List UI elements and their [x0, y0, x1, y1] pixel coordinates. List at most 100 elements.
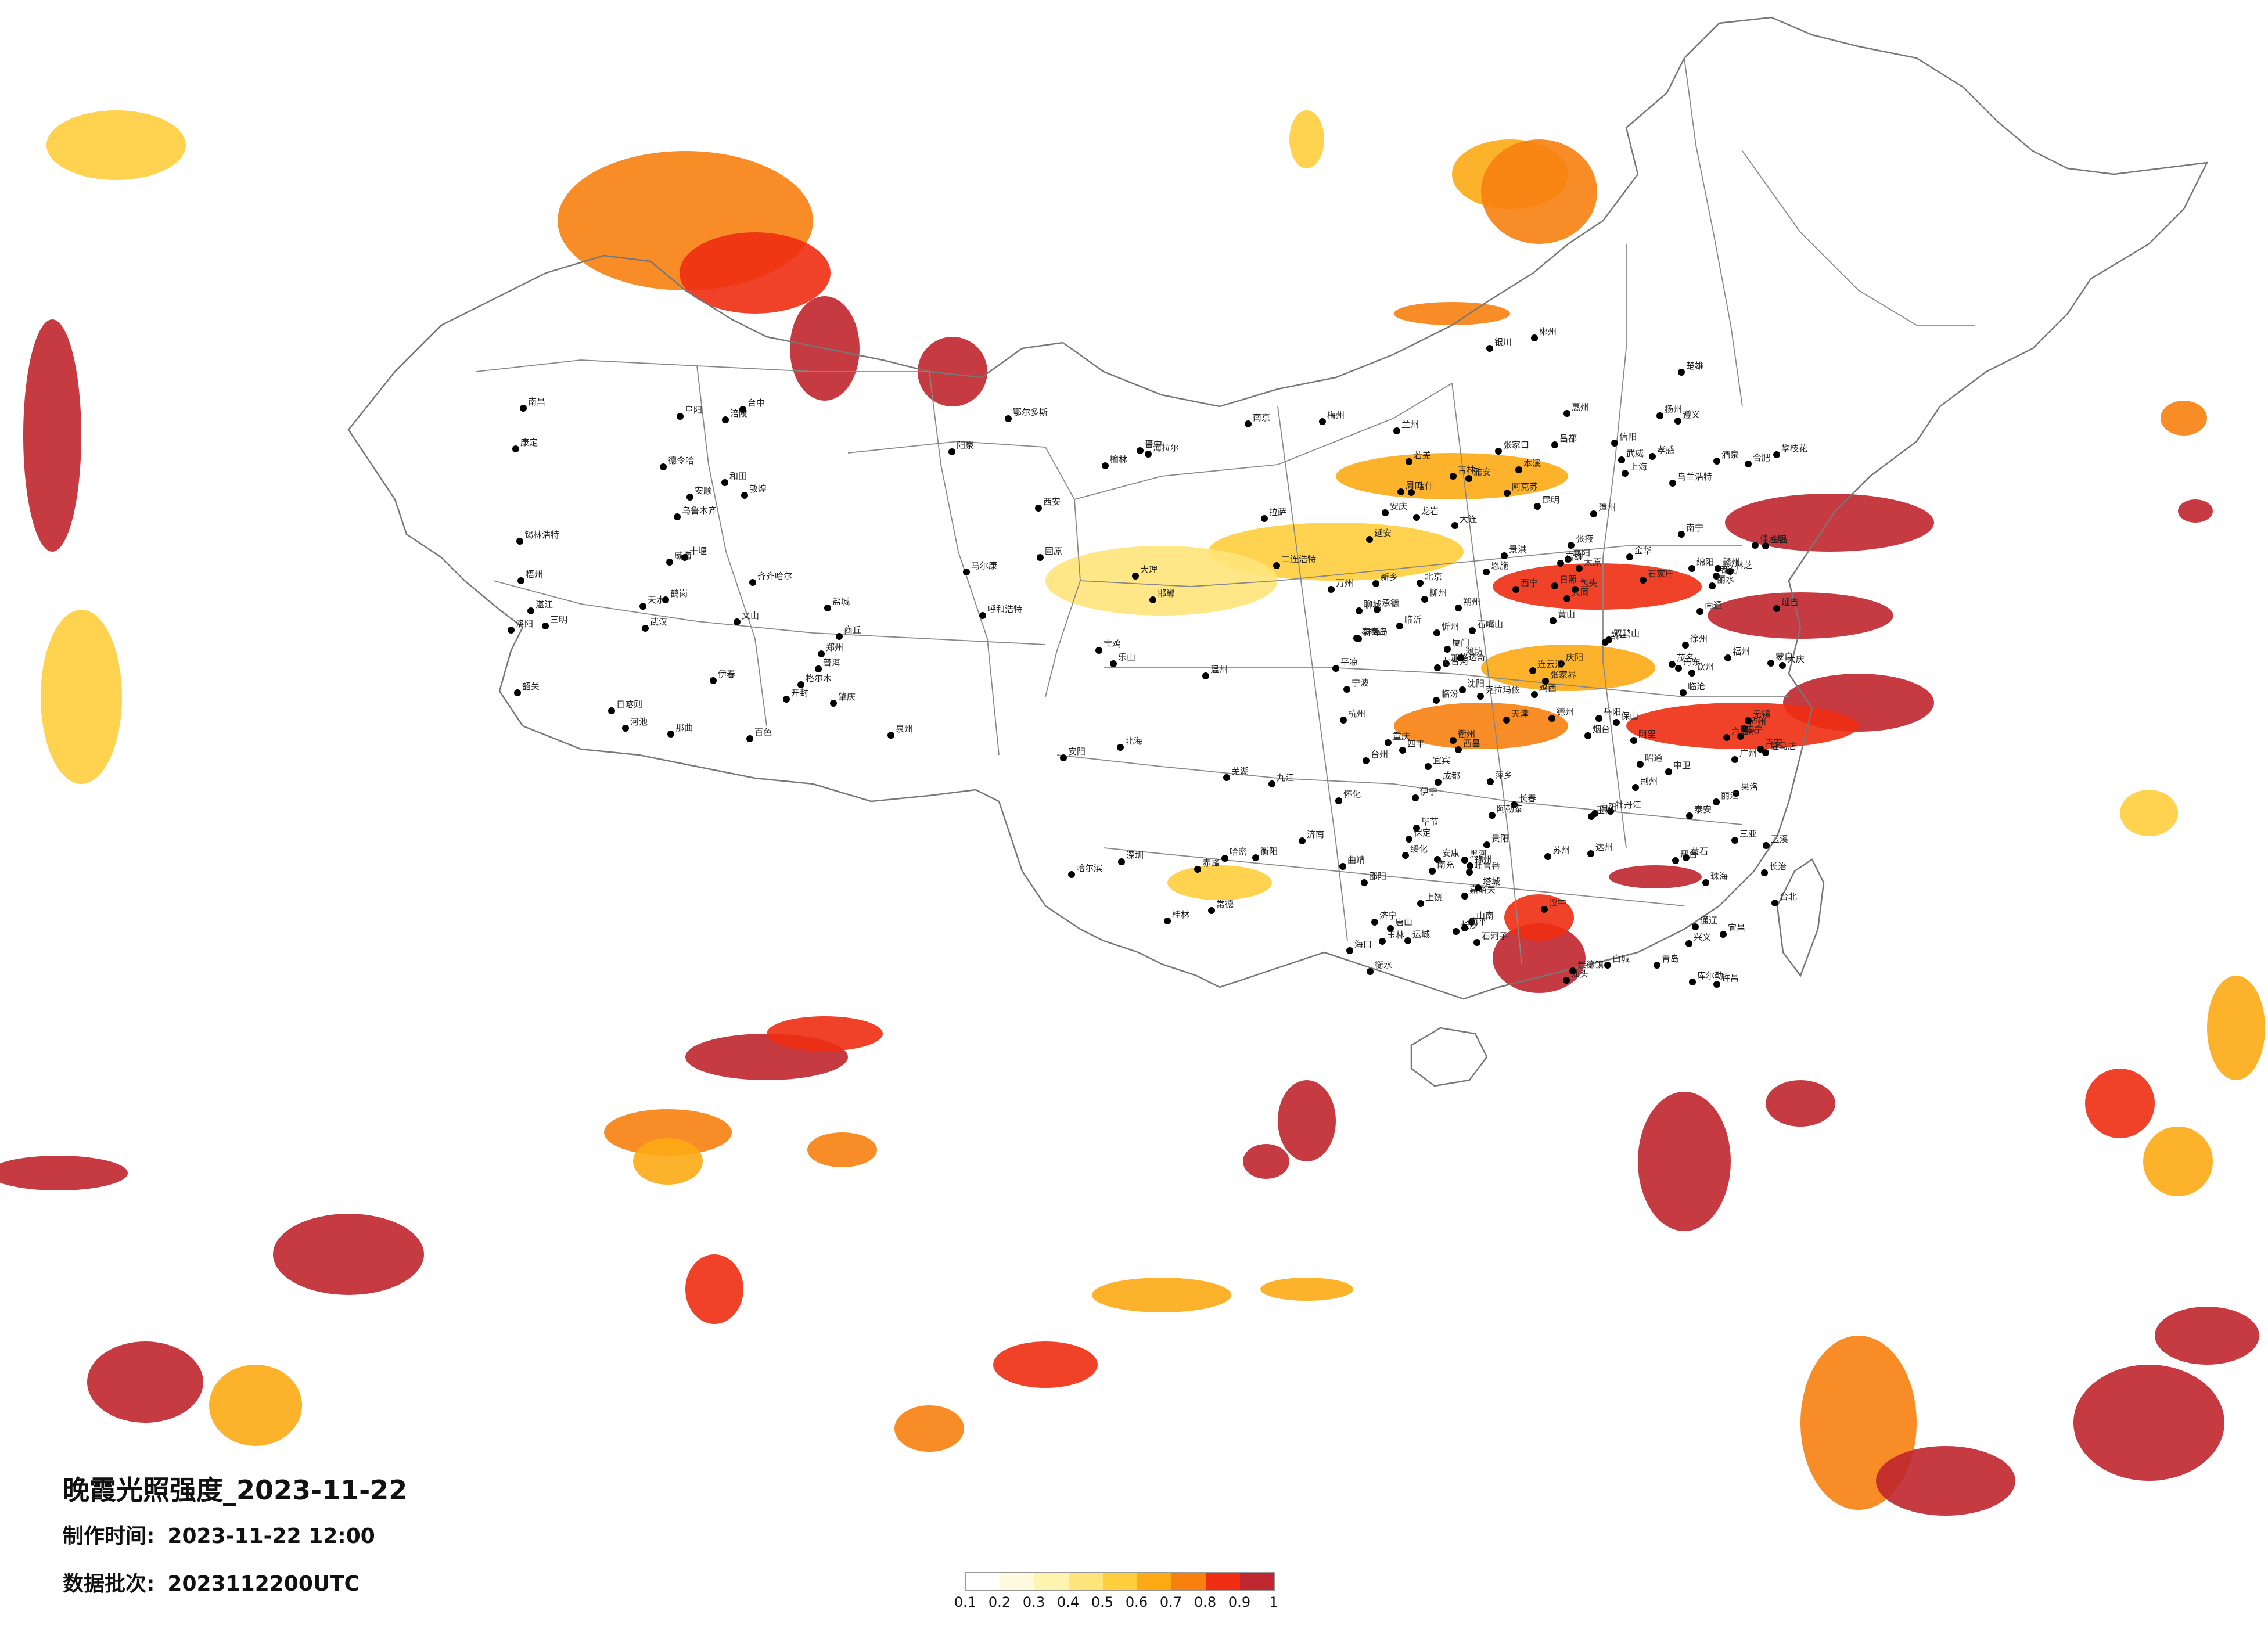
city-label: 漳州: [1598, 502, 1616, 513]
city-label: 宝鸡: [1104, 639, 1121, 649]
city-dot: [1132, 573, 1139, 580]
city-label: 凯里: [1610, 631, 1627, 641]
city-dot: [674, 513, 681, 520]
city-marker: 青岛: [1654, 954, 1679, 969]
data-batch-value: 2023112200UTC: [167, 1572, 360, 1596]
city-marker: 绵阳: [1688, 557, 1714, 572]
city-dot: [1421, 596, 1428, 603]
city-marker: 黄山: [1550, 609, 1575, 624]
city-dot: [681, 554, 688, 561]
city-label: 毕节: [1421, 816, 1439, 827]
city-markers: 加格达奇黑河海拉尔伊春鹤岗齐齐哈尔大庆绥化佳木斯双鸭山七台河鸡西哈尔滨乌兰浩特白…: [508, 326, 1807, 988]
city-label: 都匀: [1721, 564, 1738, 575]
city-marker: 临沂: [1396, 614, 1422, 629]
city-dot: [1396, 623, 1403, 629]
city-dot: [1640, 577, 1647, 584]
city-dot: [1339, 863, 1346, 870]
city-marker: 二连浩特: [1273, 554, 1316, 569]
city-dot: [1685, 940, 1692, 947]
city-dot: [1434, 856, 1441, 863]
city-marker: 哈尔滨: [1068, 863, 1102, 878]
city-dot: [1688, 565, 1695, 572]
city-marker: 中卫: [1665, 760, 1691, 775]
city-label: 赣州: [1723, 557, 1740, 567]
city-label: 三亚: [1739, 829, 1757, 839]
city-label: 玉溪: [1771, 834, 1788, 844]
city-marker: 漳州: [1590, 502, 1616, 517]
city-marker: 洛阳: [508, 618, 533, 634]
city-marker: 泰安: [1686, 804, 1712, 819]
city-dot: [1461, 893, 1468, 900]
city-label: 桂林: [1172, 909, 1189, 920]
city-dot: [514, 689, 521, 696]
city-label: 锡林浩特: [524, 530, 559, 540]
city-dot: [608, 707, 615, 714]
city-marker: 上饶: [1417, 892, 1443, 907]
city-marker: 长春: [1511, 793, 1536, 808]
city-label: 温州: [1210, 664, 1228, 675]
city-dot: [1382, 509, 1389, 516]
legend-tick-label: 0.5: [1091, 1594, 1114, 1610]
city-label: 绵阳: [1696, 557, 1714, 567]
city-label: 茂名: [1677, 653, 1694, 663]
city-label: 丽江: [1721, 790, 1738, 801]
city-dot: [677, 413, 684, 420]
city-dot: [1102, 462, 1109, 469]
city-dot: [1417, 900, 1424, 907]
city-label: 湛江: [535, 599, 553, 610]
city-label: 格尔木: [806, 673, 832, 684]
city-dot: [1678, 531, 1685, 538]
city-dot: [517, 577, 524, 584]
city-dot: [1565, 556, 1572, 563]
city-marker: 伊春: [710, 669, 735, 684]
city-dot: [639, 603, 646, 610]
city-dot: [516, 538, 523, 545]
city-marker: 阳泉: [948, 440, 974, 455]
city-label: 天津: [1511, 708, 1529, 719]
city-marker: 安阳: [1060, 746, 1086, 761]
intensity-cell: [604, 1109, 732, 1156]
city-marker: 达州: [1587, 842, 1613, 857]
city-dot: [1678, 369, 1685, 376]
legend-tick-label: 0.7: [1159, 1594, 1182, 1610]
city-marker: 宜昌: [1720, 923, 1745, 938]
city-label: 和田: [729, 471, 747, 481]
city-marker: 格尔木: [797, 673, 832, 688]
city-label: 阿克苏: [1512, 481, 1538, 492]
legend-tick-label: 0.9: [1228, 1594, 1251, 1610]
city-dot: [1417, 580, 1424, 587]
city-label: 海拉尔: [1153, 443, 1179, 453]
city-dot: [1713, 798, 1720, 805]
city-dot: [836, 633, 843, 640]
city-marker: 厦门: [1444, 638, 1469, 653]
city-label: 德州: [1557, 707, 1574, 717]
city-dot: [1680, 689, 1687, 696]
city-dot: [1379, 938, 1386, 945]
city-marker: 天水: [639, 595, 665, 610]
city-label: 日照: [1559, 574, 1577, 585]
city-dot: [1773, 451, 1780, 458]
city-label: 三明: [550, 614, 567, 625]
city-dot: [1459, 686, 1466, 693]
city-label: 延吉: [1781, 597, 1799, 607]
city-dot: [1529, 667, 1536, 674]
city-marker: 攀枝花: [1773, 443, 1807, 458]
city-marker: 信阳: [1611, 431, 1637, 447]
city-label: 丽水: [1717, 574, 1734, 585]
city-dot: [1374, 606, 1381, 613]
city-dot: [1319, 418, 1326, 425]
city-dot: [1406, 458, 1412, 465]
city-label: 柳州: [1429, 588, 1447, 598]
city-dot: [542, 623, 549, 629]
city-label: 临汾: [1441, 689, 1458, 699]
city-dot: [746, 735, 753, 742]
city-dot: [963, 569, 970, 575]
city-marker: 玉溪: [1763, 834, 1788, 849]
intensity-cell: [633, 1138, 703, 1185]
city-label: 中卫: [1673, 760, 1691, 771]
intensity-cell: [1493, 563, 1702, 610]
city-dot: [1576, 565, 1583, 572]
city-dot: [948, 448, 955, 455]
intensity-cell: [680, 232, 831, 314]
city-label: 西宁: [1521, 578, 1538, 588]
